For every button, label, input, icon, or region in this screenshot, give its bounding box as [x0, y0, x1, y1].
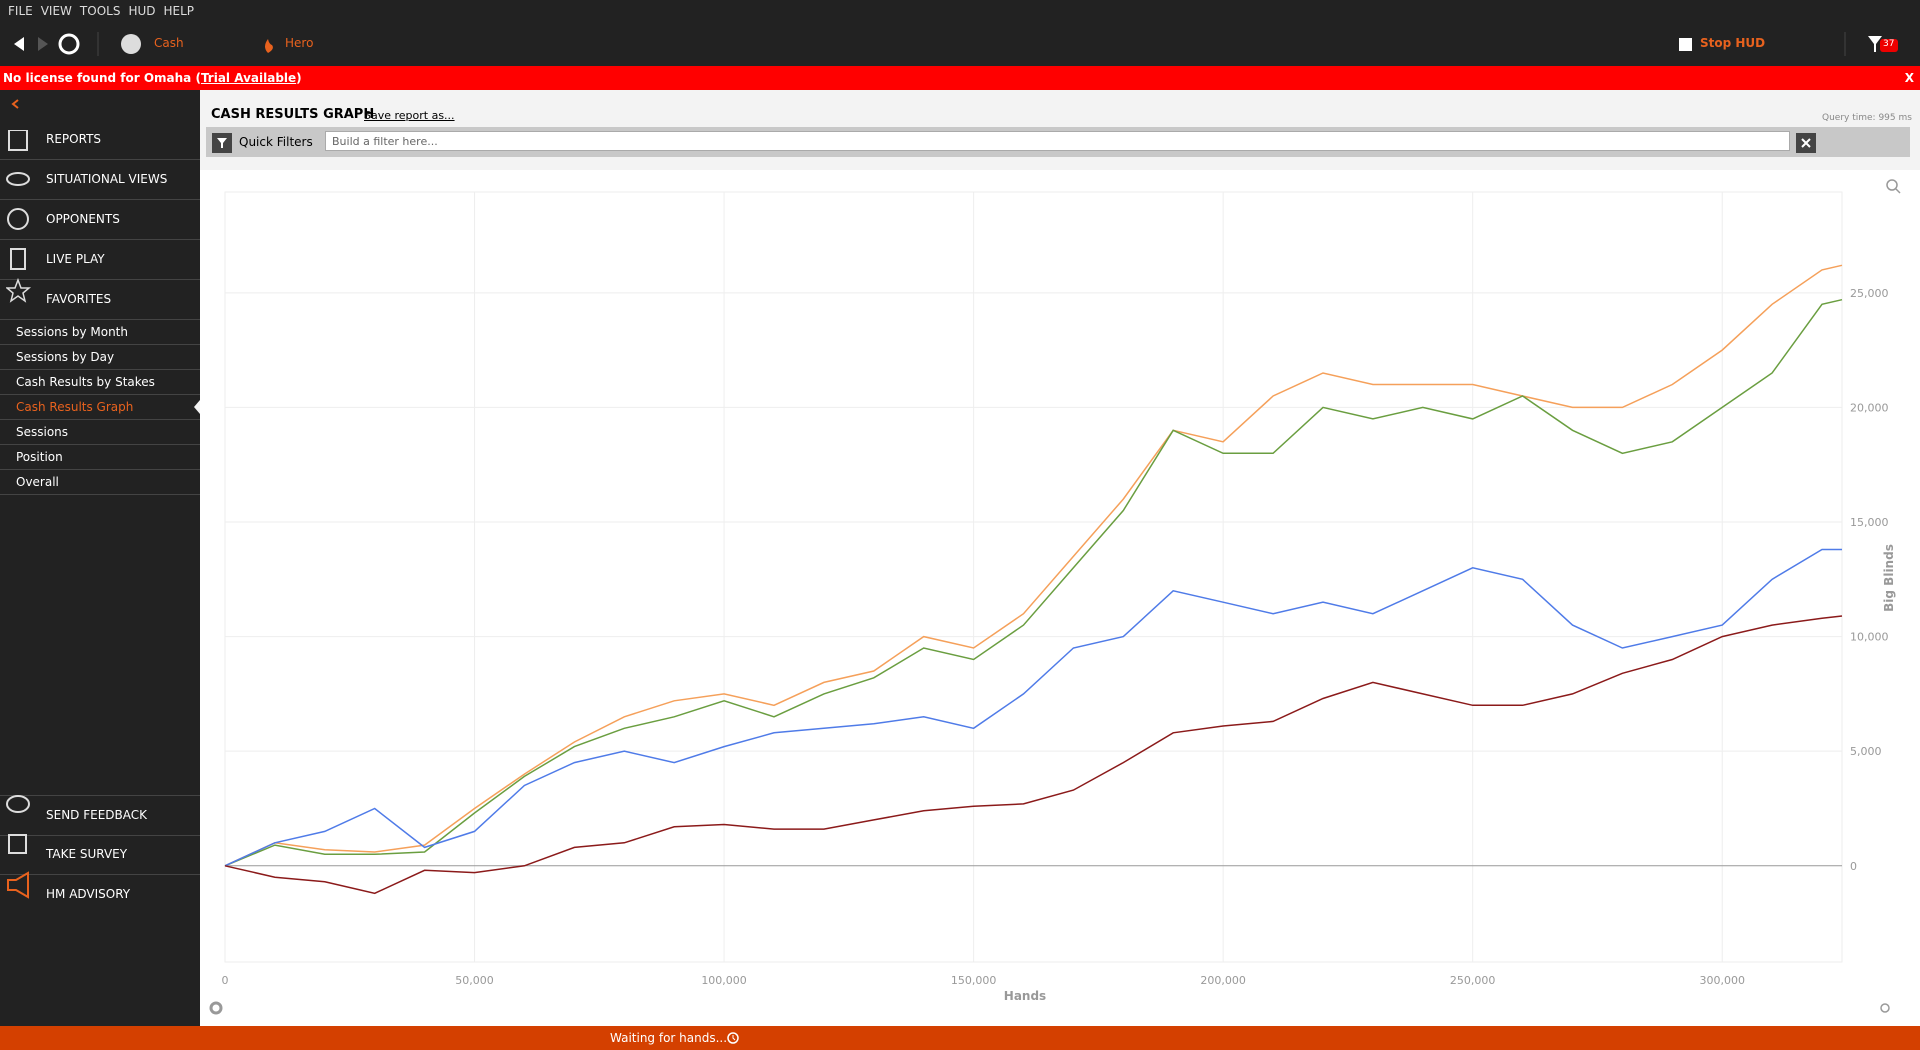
status-bar: Waiting for hands...	[0, 1026, 1920, 1050]
x-tick-label: 0	[222, 974, 229, 987]
y-tick-label: 5,000	[1850, 745, 1882, 758]
nav-item[interactable]: SEND FEEDBACK	[0, 795, 200, 836]
forward-button[interactable]	[38, 37, 48, 51]
favorite-item[interactable]: Sessions	[0, 420, 200, 445]
filter-icon[interactable]	[1868, 36, 1882, 52]
nav-item[interactable]: REPORTS	[0, 120, 200, 160]
x-axis-label: Hands	[1004, 989, 1046, 1003]
hero-button[interactable]: Hero	[285, 36, 314, 50]
hero-icon[interactable]	[265, 39, 273, 53]
nav-item[interactable]: LIVE PLAY	[0, 240, 200, 280]
favorite-item[interactable]: Position	[0, 445, 200, 470]
series-line	[224, 548, 1842, 867]
menu-item[interactable]: HELP	[163, 4, 195, 18]
series-line	[224, 298, 1843, 867]
favorite-item[interactable]: Sessions by Day	[0, 345, 200, 370]
refresh-button[interactable]	[58, 33, 80, 55]
query-time: Query time: 995 ms	[1822, 113, 1912, 123]
y-tick-label: 10,000	[1850, 631, 1889, 644]
toolbar-icons	[14, 32, 1898, 56]
stop-hud-checkbox[interactable]	[1679, 38, 1692, 51]
filter-button[interactable]	[212, 133, 232, 153]
clear-filter-button[interactable]	[1796, 133, 1816, 153]
license-bar: No license found for Omaha (Trial Availa…	[0, 66, 1920, 90]
toolbar: Cash Hero Stop HUD 37	[0, 22, 1920, 66]
chart: Hands Big Blinds 0 50,000 100,000 150,000 20…	[200, 170, 1920, 1026]
trial-link[interactable]: Trial Available	[200, 71, 297, 85]
x-tick-label: 50,000	[455, 974, 494, 987]
zoom-icon[interactable]	[1886, 179, 1901, 194]
series-line	[224, 264, 1843, 867]
info-icon[interactable]	[1880, 1003, 1890, 1013]
y-tick-label: 15,000	[1850, 516, 1889, 529]
x-tick-label: 200,000	[1200, 974, 1246, 987]
filter-input[interactable]: Build a filter here...	[325, 131, 1790, 151]
collapse-button[interactable]	[10, 98, 22, 110]
license-text: No license found for Omaha (	[3, 71, 201, 85]
favorite-item[interactable]: Sessions by Month	[0, 320, 200, 345]
y-tick-label: 20,000	[1850, 401, 1889, 414]
close-button[interactable]: X	[1904, 71, 1914, 85]
quick-filters-label: Quick Filters	[239, 135, 313, 149]
menu-item[interactable]: VIEW	[40, 4, 72, 18]
nav-item[interactable]: OPPONENTS	[0, 200, 200, 240]
series-line	[224, 615, 1843, 895]
history-icon[interactable]	[726, 1031, 740, 1045]
report-title: CASH RESULTS GRAPH	[211, 107, 375, 122]
cash-button[interactable]: Cash	[154, 36, 184, 50]
y-tick-label: 0	[1850, 860, 1857, 873]
favorite-item-active[interactable]: Cash Results Graph	[0, 395, 200, 420]
favorite-item[interactable]: Overall	[0, 470, 200, 495]
favorite-item[interactable]: Cash Results by Stakes	[0, 370, 200, 395]
nav-item[interactable]: TAKE SURVEY	[0, 835, 200, 875]
filter-bar: Quick Filters Build a filter here...	[206, 127, 1910, 157]
status-text: Waiting for hands...	[610, 1031, 728, 1045]
x-tick-label: 300,000	[1699, 974, 1745, 987]
stop-hud-button[interactable]: Stop HUD	[1700, 36, 1766, 50]
filter-badge-bg	[1880, 39, 1898, 52]
x-tick-label: 250,000	[1450, 974, 1496, 987]
nav-item[interactable]: FAVORITES	[0, 280, 200, 320]
menu-bar: FILE VIEW TOOLS HUD HELP	[0, 0, 1920, 22]
active-pointer	[194, 400, 200, 414]
cash-icon[interactable]	[121, 34, 141, 54]
menu-item[interactable]: TOOLS	[79, 4, 121, 18]
nav-item[interactable]: SITUATIONAL VIEWS	[0, 160, 200, 200]
filter-badge: 37	[1883, 39, 1895, 49]
sidebar-icons	[6, 130, 32, 899]
y-tick-label: 25,000	[1850, 287, 1889, 300]
x-tick-label: 150,000	[951, 974, 997, 987]
plot-area	[224, 191, 1843, 963]
nav-item[interactable]: HM ADVISORY	[46, 887, 131, 901]
x-tick-label: 100,000	[701, 974, 747, 987]
menu-item[interactable]: HUD	[128, 4, 156, 18]
license-text: )	[296, 71, 302, 85]
settings-icon[interactable]	[209, 1001, 223, 1015]
y-axis-label: Big Blinds	[1882, 544, 1896, 612]
back-button[interactable]	[14, 37, 24, 51]
sidebar: REPORTS SITUATIONAL VIEWS OPPONENTS LIVE…	[0, 90, 200, 1026]
menu-item[interactable]: FILE	[8, 4, 33, 18]
save-report-link[interactable]: Save report as...	[364, 109, 455, 122]
